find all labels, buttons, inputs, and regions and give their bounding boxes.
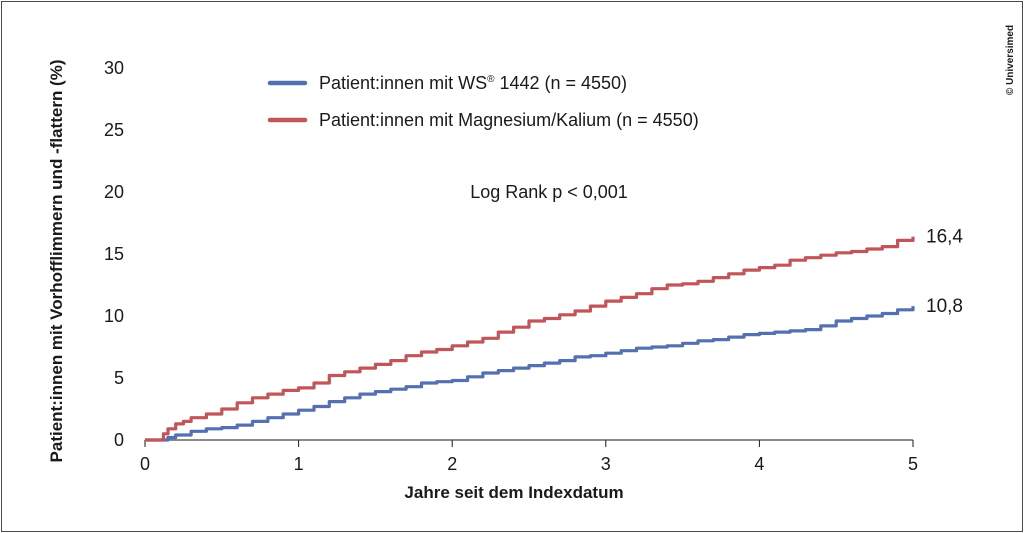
series-line-magnesium-kalium bbox=[145, 236, 915, 442]
x-tick-label: 0 bbox=[140, 454, 150, 474]
y-tick-label: 25 bbox=[104, 120, 124, 140]
copyright-notice: © Universimed bbox=[1005, 25, 1016, 95]
y-axis-title: Patient:innen mit Vorhofflimmern und -fl… bbox=[47, 60, 66, 463]
x-tick-label: 2 bbox=[447, 454, 457, 474]
y-tick-label: 15 bbox=[104, 244, 124, 264]
x-tick-label: 4 bbox=[754, 454, 764, 474]
y-tick-label: 20 bbox=[104, 182, 124, 202]
series-line-ws1442 bbox=[145, 306, 915, 442]
x-axis-ticks: 0 1 2 3 4 5 bbox=[140, 440, 918, 474]
end-label-ws1442: 10,8 bbox=[926, 296, 963, 317]
y-tick-label: 5 bbox=[114, 368, 124, 388]
end-label-magnesium-kalium: 16,4 bbox=[926, 227, 963, 248]
x-axis-title: Jahre seit dem Indexdatum bbox=[404, 483, 623, 502]
legend-label-magnesium-kalium: Patient:innen mit Magnesium/Kalium (n = … bbox=[319, 110, 699, 130]
log-rank-annotation: Log Rank p < 0,001 bbox=[470, 182, 628, 202]
end-labels: 10,8 16,4 bbox=[926, 227, 963, 317]
legend-label-ws1442: Patient:innen mit WS® 1442 (n = 4550) bbox=[319, 73, 627, 93]
x-tick-label: 3 bbox=[601, 454, 611, 474]
x-tick-label: 1 bbox=[294, 454, 304, 474]
y-tick-label: 10 bbox=[104, 306, 124, 326]
x-tick-label: 5 bbox=[908, 454, 918, 474]
y-tick-label: 30 bbox=[104, 58, 124, 78]
y-axis-ticks: 0 5 10 15 20 25 30 bbox=[104, 58, 124, 450]
y-tick-label: 0 bbox=[114, 430, 124, 450]
legend: Patient:innen mit WS® 1442 (n = 4550) Pa… bbox=[267, 73, 699, 130]
series-lines bbox=[145, 236, 915, 442]
